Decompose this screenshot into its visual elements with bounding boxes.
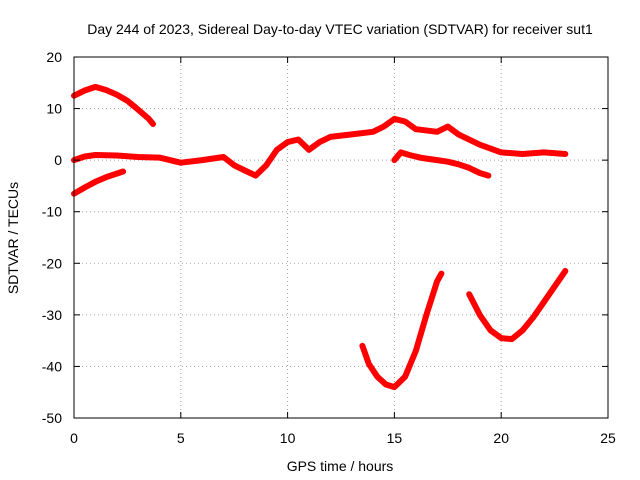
y-tick-label: 0 — [54, 152, 62, 168]
x-tick-label: 10 — [280, 430, 296, 446]
y-axis-label: SDTVAR / TECUs — [5, 182, 21, 294]
x-tick-labels: 0 5 10 15 20 25 — [70, 430, 616, 446]
series-arc-5 — [359, 270, 445, 391]
series-arc-6 — [466, 268, 569, 343]
x-tick-label: 0 — [70, 430, 78, 446]
x-axis-label: GPS time / hours — [287, 458, 394, 474]
y-tick-label: -40 — [42, 358, 62, 374]
y-tick-labels: -50 -40 -30 -20 -10 0 10 20 — [42, 49, 62, 426]
x-tick-label: 20 — [493, 430, 509, 446]
series-arc-4 — [391, 149, 492, 179]
grid — [74, 57, 608, 418]
plot-frame — [73, 56, 609, 419]
y-tick-label: -50 — [42, 410, 62, 426]
series-layer — [71, 83, 569, 391]
y-tick-label: -20 — [42, 255, 62, 271]
series-arc-3 — [71, 168, 127, 197]
y-tick-label: -30 — [42, 307, 62, 323]
x-tick-label: 25 — [600, 430, 616, 446]
axis-ticks — [73, 56, 609, 419]
series-arc-2 — [71, 115, 569, 179]
y-tick-label: 10 — [46, 101, 62, 117]
y-tick-label: -10 — [42, 204, 62, 220]
series-arc-1 — [71, 83, 156, 127]
chart-title: Day 244 of 2023, Sidereal Day-to-day VTE… — [87, 21, 593, 37]
x-tick-label: 15 — [387, 430, 403, 446]
y-tick-label: 20 — [46, 49, 62, 65]
x-tick-label: 5 — [177, 430, 185, 446]
